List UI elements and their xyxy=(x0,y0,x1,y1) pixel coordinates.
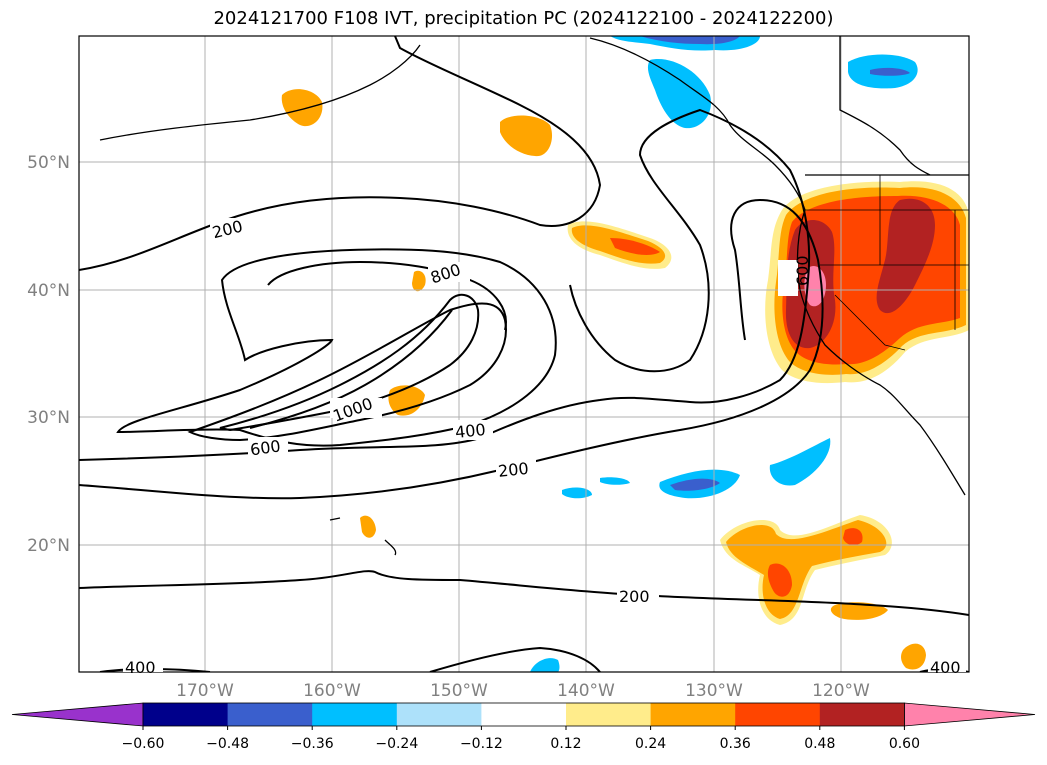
gridlines xyxy=(79,36,969,672)
colorbar-tick-label: −0.48 xyxy=(206,736,249,752)
contour-label: 600 xyxy=(249,436,282,459)
colorbar-tick-label: 0.24 xyxy=(635,736,666,752)
colorbar-tick-label: 0.48 xyxy=(804,736,835,752)
contour-label: 200 xyxy=(497,459,529,481)
colorbar-segment xyxy=(312,703,398,726)
latitude-labels: 50°N 40°N 30°N 20°N xyxy=(27,153,70,556)
lat-label-20n: 20°N xyxy=(27,536,70,556)
colorbar-segment xyxy=(566,703,652,726)
lon-label-140w: 140°W xyxy=(557,681,615,701)
colorbar-segment xyxy=(143,703,229,726)
colorbar-segment xyxy=(481,703,567,726)
lon-label-150w: 150°W xyxy=(430,681,488,701)
longitude-labels: 170°W 160°W 150°W 140°W 130°W 120°W xyxy=(176,681,870,701)
colorbar-tick-label: 0.60 xyxy=(889,736,920,752)
colorbar-segment xyxy=(227,703,313,726)
lon-label-120w: 120°W xyxy=(812,681,870,701)
contour-label: 400 xyxy=(454,420,486,442)
lon-label-160w: 160°W xyxy=(303,681,361,701)
map-border xyxy=(78,35,970,673)
contour-label: 200 xyxy=(619,587,650,606)
colorbar-tick-label: −0.12 xyxy=(460,736,503,752)
colorbar: −0.60 −0.48 −0.36 −0.24 −0.12 0.12 0.24 0.36 0.4… xyxy=(11,702,1036,752)
contour-label: 600 xyxy=(793,255,812,286)
contour-label: 400 xyxy=(930,658,961,677)
contour-labels: 200 800 1000 600 400 200 200 400 600 400 xyxy=(123,216,966,677)
colorbar-segment xyxy=(819,703,905,726)
colorbar-tick-label: −0.60 xyxy=(122,736,165,752)
colorbar-frame xyxy=(142,702,905,727)
lat-label-50n: 50°N xyxy=(27,153,70,173)
colorbar-tick-label: −0.24 xyxy=(375,736,418,752)
colorbar-segment xyxy=(735,703,821,726)
map-title: 2024121700 F108 IVT, precipitation PC (2… xyxy=(213,8,834,29)
lat-label-40n: 40°N xyxy=(27,281,70,301)
colorbar-segment xyxy=(396,703,482,726)
lon-label-170w: 170°W xyxy=(176,681,234,701)
lon-label-130w: 130°W xyxy=(685,681,743,701)
colorbar-tick-label: 0.36 xyxy=(720,736,751,752)
colorbar-tick-label: 0.12 xyxy=(550,736,581,752)
lat-label-30n: 30°N xyxy=(27,408,70,428)
colorbar-segment xyxy=(650,703,736,726)
state-boundaries xyxy=(805,175,969,351)
coastlines xyxy=(99,36,969,556)
colorbar-arrow-left xyxy=(11,702,144,727)
colorbar-arrow-right xyxy=(904,702,1036,727)
colorbar-tick-label: −0.36 xyxy=(291,736,334,752)
contour-label: 400 xyxy=(125,658,156,677)
